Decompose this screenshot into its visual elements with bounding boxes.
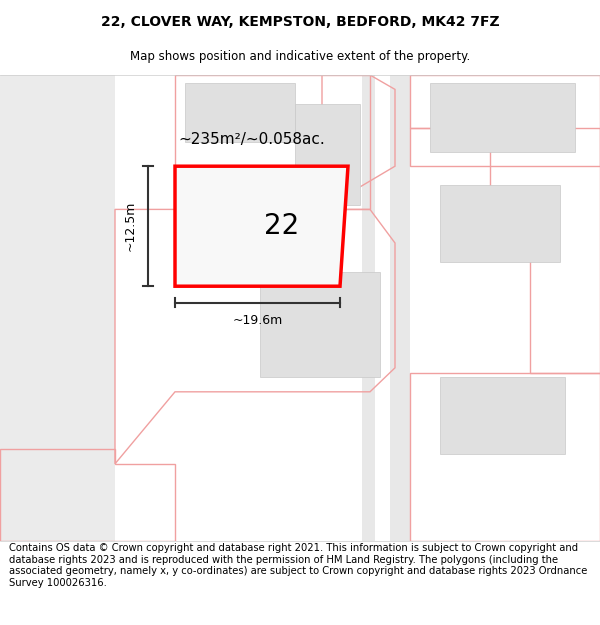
Polygon shape [390, 75, 410, 541]
Text: Contains OS data © Crown copyright and database right 2021. This information is : Contains OS data © Crown copyright and d… [9, 543, 587, 588]
Text: ~235m²/~0.058ac.: ~235m²/~0.058ac. [178, 132, 325, 147]
Text: 22: 22 [264, 213, 299, 240]
Polygon shape [175, 166, 348, 286]
Bar [440, 186, 560, 262]
Bar [185, 82, 295, 142]
Text: ~19.6m: ~19.6m [232, 314, 283, 327]
Text: ~12.5m: ~12.5m [124, 201, 137, 251]
Text: Map shows position and indicative extent of the property.: Map shows position and indicative extent… [130, 50, 470, 62]
Bar [430, 82, 575, 152]
Polygon shape [362, 75, 375, 541]
Bar [260, 272, 380, 378]
Bar [440, 378, 565, 454]
Bar [0, 75, 115, 541]
Bar [295, 104, 360, 204]
Text: 22, CLOVER WAY, KEMPSTON, BEDFORD, MK42 7FZ: 22, CLOVER WAY, KEMPSTON, BEDFORD, MK42 … [101, 16, 499, 29]
